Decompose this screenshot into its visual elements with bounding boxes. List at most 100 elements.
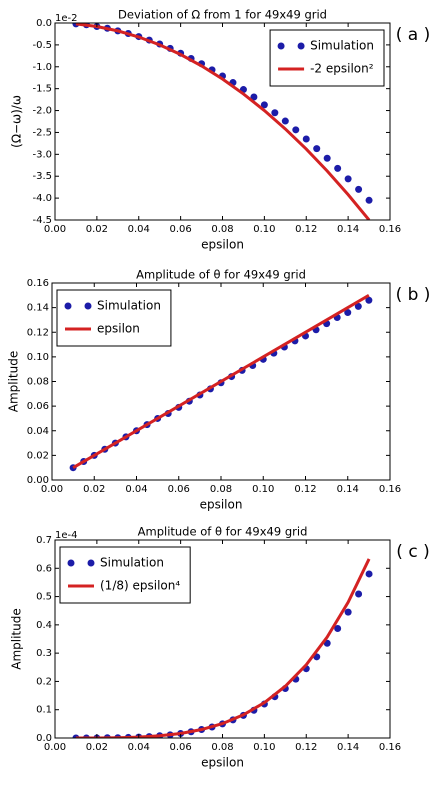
x-tick-label: 0.08	[210, 484, 232, 495]
legend-swatch	[84, 302, 92, 310]
x-tick-label: 0.12	[295, 224, 317, 235]
legend-label: Simulation	[97, 299, 161, 313]
point	[250, 93, 258, 101]
x-tick-label: 0.16	[379, 742, 401, 753]
y-tick-label: 0.2	[36, 676, 52, 687]
point	[354, 302, 362, 310]
y-tick-label: 0.0	[36, 18, 52, 29]
plot-area	[69, 294, 373, 472]
x-tick-label: 0.16	[379, 484, 401, 495]
legend-swatch	[297, 42, 305, 50]
y-tick-label: 0.06	[27, 401, 49, 412]
y-tick-label: 0.04	[27, 426, 49, 437]
point	[313, 145, 321, 153]
y-offset-label: 1e-2	[55, 13, 78, 24]
y-tick-label: -0.5	[32, 40, 52, 51]
x-tick-label: 0.14	[337, 484, 359, 495]
legend: Simulation (1/8) epsilon⁴	[59, 546, 191, 604]
point	[334, 164, 342, 172]
axes-frame	[54, 539, 391, 739]
axes-frame	[54, 22, 391, 221]
legend-label: -2 epsilon²	[310, 62, 374, 76]
panel-label: ( c )	[396, 542, 429, 562]
x-tick-label: 0.14	[337, 742, 359, 753]
legend-label: epsilon	[97, 322, 140, 336]
y-tick-label: 0.3	[36, 648, 52, 659]
x-tick-label: 0.00	[41, 484, 63, 495]
point	[292, 126, 300, 134]
y-axis-label: Amplitude	[7, 351, 21, 413]
legend-frame	[59, 546, 191, 604]
y-tick-label: 0.1	[36, 705, 52, 716]
y-tick-label: -1.5	[32, 84, 52, 95]
point	[281, 117, 289, 125]
chart-title: Amplitude of θ for 49x49 grid	[138, 525, 308, 539]
point	[334, 625, 342, 633]
y-offset-label: 1e-4	[55, 530, 78, 541]
chart-title: Deviation of Ω from 1 for 49x49 grid	[118, 8, 327, 22]
legend-swatch	[87, 559, 95, 567]
y-tick-label: -3.5	[32, 171, 52, 182]
x-tick-label: 0.08	[211, 224, 233, 235]
chart-title: Amplitude of θ for 49x49 grid	[136, 268, 306, 282]
x-tick-label: 0.10	[252, 484, 274, 495]
legend-swatch	[277, 42, 285, 50]
legend-label: (1/8) epsilon⁴	[100, 579, 180, 593]
curve	[72, 294, 370, 469]
legend-swatch	[64, 302, 72, 310]
y-tick-label: 0.16	[27, 278, 49, 289]
legend-label: Simulation	[100, 556, 164, 570]
legend-frame	[56, 289, 172, 347]
x-tick-label: 0.08	[211, 742, 233, 753]
x-tick-label: 0.16	[379, 224, 401, 235]
x-axis-label: epsilon	[201, 238, 244, 252]
y-tick-label: 0.10	[27, 352, 49, 363]
point	[355, 590, 363, 598]
y-tick-label: 0.7	[36, 535, 52, 546]
y-tick-label: 0.5	[36, 592, 52, 603]
x-tick-label: 0.02	[83, 484, 105, 495]
x-tick-label: 0.04	[128, 224, 150, 235]
legend-frame	[269, 29, 385, 87]
x-tick-label: 0.04	[128, 742, 150, 753]
panel-label: ( a )	[396, 25, 431, 45]
y-tick-label: -2.5	[32, 127, 52, 138]
point	[365, 570, 373, 578]
x-tick-label: 0.12	[295, 742, 317, 753]
y-tick-label: 0.4	[36, 620, 52, 631]
x-axis-label: epsilon	[200, 498, 243, 512]
legend-swatch	[67, 559, 75, 567]
y-tick-label: 0.08	[27, 377, 49, 388]
y-tick-label: -4.5	[32, 215, 52, 226]
y-tick-label: 0.0	[36, 733, 52, 744]
point	[323, 154, 331, 162]
y-tick-label: 0.02	[27, 450, 49, 461]
x-tick-label: 0.00	[44, 742, 66, 753]
x-tick-label: 0.10	[253, 742, 275, 753]
x-tick-label: 0.02	[86, 742, 108, 753]
y-tick-label: -1.0	[32, 62, 52, 73]
x-tick-label: 0.14	[337, 224, 359, 235]
point	[271, 109, 279, 117]
y-tick-label: 0.14	[27, 303, 49, 314]
y-axis-label: Amplitude	[10, 608, 24, 670]
curve	[75, 23, 371, 220]
y-tick-label: -2.0	[32, 106, 52, 117]
point	[302, 135, 310, 143]
point	[365, 196, 373, 204]
y-tick-label: -4.0	[32, 193, 52, 204]
x-axis-label: epsilon	[201, 756, 244, 770]
legend: Simulation -2 epsilon²	[269, 29, 385, 87]
point	[355, 185, 363, 193]
axes-frame	[51, 282, 391, 481]
y-tick-label: 0.00	[27, 475, 49, 486]
x-tick-label: 0.06	[168, 484, 190, 495]
x-tick-label: 0.02	[86, 224, 108, 235]
panel-label: ( b )	[396, 285, 431, 305]
y-tick-label: 0.6	[36, 563, 52, 574]
legend-label: Simulation	[310, 39, 374, 53]
x-tick-label: 0.00	[44, 224, 66, 235]
y-tick-label: -3.0	[32, 149, 52, 160]
plot-area	[72, 23, 373, 220]
